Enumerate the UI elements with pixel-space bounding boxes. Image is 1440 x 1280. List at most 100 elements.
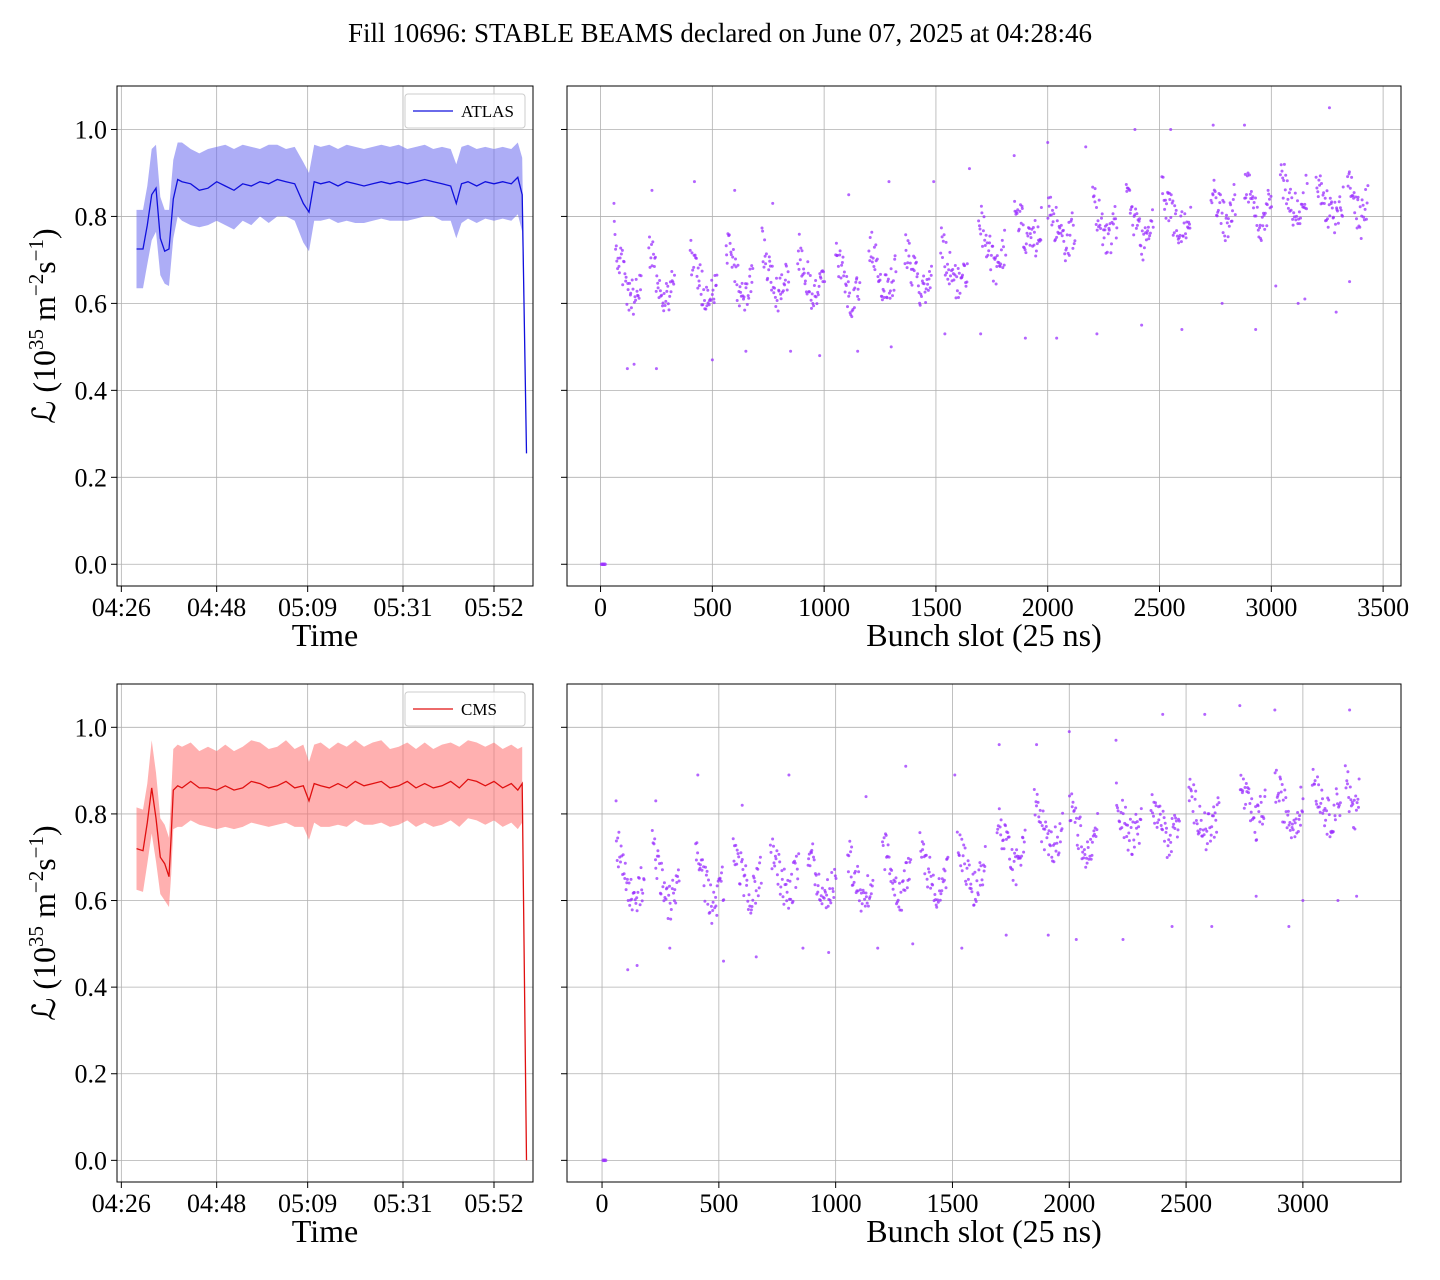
bunch-outlier-point [654, 799, 658, 803]
bunch-point [907, 254, 911, 258]
bunch-point [1301, 810, 1304, 814]
bunch-point [935, 905, 939, 909]
bunch-point [1044, 820, 1048, 824]
bunch-outlier-point [722, 959, 726, 963]
bunch-point [624, 888, 628, 892]
bunch-point [1355, 801, 1359, 805]
bunch-point [987, 249, 991, 253]
bunch-point [1016, 208, 1020, 212]
bunch-point [828, 898, 832, 902]
bunch-point [882, 836, 886, 840]
bunch-point [1078, 815, 1082, 819]
bunch-point [1244, 802, 1248, 806]
bunch-point [1199, 818, 1203, 822]
bunch-point [1244, 782, 1248, 785]
bunch-point [632, 300, 636, 304]
bunch-point [693, 253, 697, 257]
bunch-point [960, 869, 964, 873]
bunch-point [1216, 796, 1220, 800]
bunch-point [702, 884, 706, 888]
bunch-point [1211, 193, 1215, 197]
bunch-point [1356, 198, 1360, 202]
bunch-point [1317, 805, 1321, 809]
bunch-point [965, 280, 969, 284]
bunch-point [860, 902, 864, 906]
bunch-outlier-point [1348, 280, 1352, 284]
bunch-point [904, 233, 908, 237]
bunch-outlier-point [710, 358, 714, 362]
bunch-point [875, 257, 879, 261]
bunch-point [811, 842, 815, 846]
bunch-point [626, 288, 630, 292]
bunch-point [1357, 777, 1361, 781]
bunch-point [743, 873, 747, 877]
bunch-point [767, 268, 771, 272]
bunch-point [1161, 809, 1165, 813]
bunch-point [859, 909, 863, 913]
bunch-point [920, 855, 924, 859]
bunch-point [1004, 824, 1007, 828]
bunch-point [1011, 878, 1015, 882]
bunch-point [1175, 229, 1179, 233]
bunch-outlier-point [1327, 106, 1331, 110]
bunch-point [1090, 853, 1094, 857]
bunch-point [1032, 230, 1036, 234]
bunch-point [906, 856, 910, 860]
bunch-point [1053, 825, 1057, 829]
bunch-point [870, 260, 874, 264]
bunch-point [988, 234, 992, 238]
bunch-outlier-point [1355, 894, 1359, 898]
bunch-point [633, 295, 637, 299]
bunch-point [744, 864, 748, 868]
bunch-point [783, 278, 787, 282]
bunch-point [918, 303, 922, 307]
bunch-point [1081, 850, 1085, 854]
bunch-point [822, 270, 825, 274]
bunch-point [1354, 195, 1358, 199]
x-tick-label: 04:48 [187, 1189, 246, 1218]
bunch-point [924, 287, 928, 291]
bunch-point [983, 244, 987, 247]
bunch-point [922, 274, 926, 278]
bunch-point [916, 272, 920, 276]
bunch-point [1256, 228, 1260, 232]
bunch-point [1267, 192, 1271, 196]
bunch-point [639, 866, 643, 870]
bunch-point [1252, 206, 1255, 210]
bunch-point [758, 855, 762, 859]
bunch-point [1006, 831, 1010, 835]
bunch-point [1142, 246, 1146, 250]
bunch-point [740, 281, 744, 285]
bunch-point [1175, 835, 1179, 839]
bunch-point [639, 288, 642, 292]
bunch-point [1205, 829, 1209, 833]
bunch-point [745, 878, 749, 882]
bunch-point [624, 279, 628, 283]
bunch-point [847, 854, 851, 858]
bunch-point [1047, 829, 1051, 833]
bunch-point [863, 904, 867, 908]
bunch-outlier-point [625, 367, 629, 371]
bunch-point [988, 241, 991, 245]
bunch-point [1316, 775, 1319, 779]
bunch-point [750, 264, 754, 268]
bunch-point [946, 277, 950, 281]
bunch-point [628, 281, 632, 285]
bunch-outlier-point [635, 963, 639, 967]
bunch-point [656, 281, 660, 285]
bunch-point [936, 898, 940, 902]
bunch-point [859, 891, 863, 895]
bunch-point [909, 281, 913, 285]
bunch-point [1201, 828, 1205, 832]
bunch-point [1129, 208, 1133, 212]
bunch-point [1330, 200, 1334, 204]
bunch-point [830, 871, 834, 874]
bunch-point [838, 253, 842, 257]
x-tick-label: 05:31 [373, 593, 432, 622]
bunch-point [1327, 798, 1331, 802]
bunch-point [1263, 227, 1267, 231]
bunch-point [1259, 239, 1263, 242]
bunch-point [1190, 795, 1194, 799]
bunch-point [662, 881, 666, 885]
bunch-point [1207, 812, 1211, 816]
